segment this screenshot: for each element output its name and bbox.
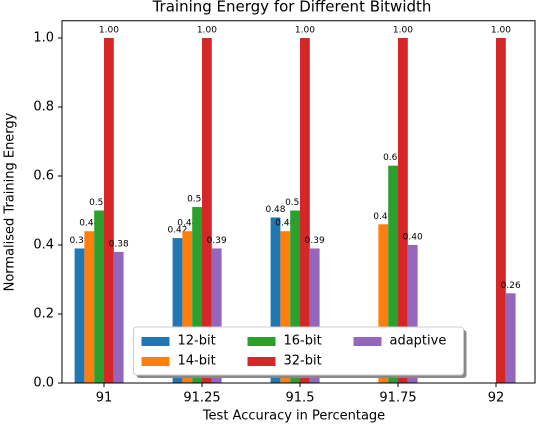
value-label: 0.50 bbox=[285, 198, 305, 208]
value-label: 0.39 bbox=[69, 236, 89, 246]
y-axis-label: Normalised Training Energy bbox=[3, 112, 18, 291]
bar bbox=[192, 207, 202, 383]
y-tick-label: 0.8 bbox=[33, 100, 54, 115]
x-tick-label: 91.75 bbox=[379, 391, 416, 406]
x-tick-label: 91 bbox=[96, 391, 113, 406]
legend-swatch bbox=[141, 337, 170, 346]
value-label: 1.00 bbox=[393, 26, 413, 36]
bar bbox=[496, 38, 506, 383]
bar bbox=[202, 38, 212, 383]
bar bbox=[182, 231, 193, 383]
legend-swatch bbox=[247, 337, 276, 346]
bar bbox=[280, 231, 291, 383]
bar bbox=[84, 231, 95, 383]
plot-frame bbox=[61, 20, 536, 384]
value-label: 0.44 bbox=[79, 219, 99, 229]
legend-swatch bbox=[353, 337, 382, 346]
value-label: 1.00 bbox=[99, 26, 119, 36]
bar bbox=[172, 238, 183, 383]
value-label: 0.51 bbox=[187, 195, 207, 205]
value-label: 0.50 bbox=[89, 198, 109, 208]
y-tick-label: 0.6 bbox=[33, 169, 54, 184]
value-label: 0.38 bbox=[109, 239, 129, 249]
legend: 12-bit 14-bit 16-bit 32-bit adaptive bbox=[133, 326, 467, 378]
x-tick-label: 91.5 bbox=[286, 391, 315, 406]
bar bbox=[505, 293, 516, 383]
value-label: 0.44 bbox=[275, 219, 295, 229]
bar bbox=[211, 248, 222, 383]
legend-swatch bbox=[141, 357, 170, 366]
value-label: 1.00 bbox=[197, 26, 217, 36]
x-axis-label: Test Accuracy in Percentage bbox=[202, 409, 385, 424]
value-label: 0.40 bbox=[403, 233, 423, 243]
value-label: 0.42 bbox=[167, 226, 187, 236]
bar bbox=[407, 245, 418, 383]
value-label: 0.39 bbox=[305, 236, 325, 246]
legend-label: 16-bit bbox=[284, 334, 322, 349]
bar bbox=[388, 165, 398, 383]
legend-label: 32-bit bbox=[284, 354, 322, 369]
bar bbox=[309, 248, 320, 383]
bar bbox=[113, 251, 124, 383]
y-tick-label: 0.2 bbox=[33, 307, 54, 322]
y-tick-label: 0.4 bbox=[33, 238, 54, 253]
value-label: 1.00 bbox=[295, 26, 315, 36]
bar bbox=[300, 38, 310, 383]
legend-label: 12-bit bbox=[178, 334, 216, 349]
bar bbox=[270, 217, 281, 383]
y-tick-label: 1.0 bbox=[33, 31, 54, 46]
chart-title: Training Energy for Different Bitwidth bbox=[152, 0, 432, 16]
value-label: 0.63 bbox=[383, 153, 403, 163]
value-label: 0.46 bbox=[373, 212, 393, 222]
value-label: 1.00 bbox=[491, 26, 511, 36]
bar bbox=[290, 210, 300, 383]
bar bbox=[378, 224, 389, 383]
value-label: 0.48 bbox=[265, 205, 285, 215]
bar bbox=[398, 38, 408, 383]
value-label: 0.39 bbox=[207, 236, 227, 246]
x-tick-label: 92 bbox=[488, 391, 505, 406]
bar bbox=[94, 210, 104, 383]
value-label: 0.44 bbox=[177, 219, 197, 229]
bar bbox=[104, 38, 114, 383]
legend-label: adaptive bbox=[390, 334, 447, 349]
y-tick-label: 0.0 bbox=[33, 376, 54, 391]
x-tick-label: 91.25 bbox=[183, 391, 220, 406]
legend-label: 14-bit bbox=[178, 354, 216, 369]
legend-swatch bbox=[247, 357, 276, 366]
value-label: 0.26 bbox=[501, 281, 521, 291]
bar bbox=[74, 248, 85, 383]
